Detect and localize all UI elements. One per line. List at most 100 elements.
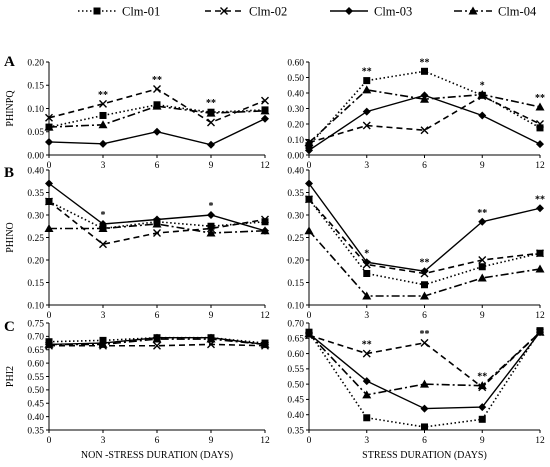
x-tick-label: 12 bbox=[535, 436, 545, 446]
x-tick-label: 0 bbox=[47, 311, 52, 321]
panel-b-stress: 0.100.150.200.250.300.350.400 3 6 9 12******… bbox=[287, 166, 545, 321]
series-clm-04 bbox=[44, 219, 270, 237]
series-line bbox=[308, 95, 541, 144]
panel-a-stress: 0.000.100.200.300.400.500.600 3 6 9 12******… bbox=[287, 57, 545, 171]
y-tick-label: 0.10 bbox=[287, 301, 304, 311]
series-clm-04 bbox=[44, 334, 270, 348]
data-point bbox=[421, 281, 428, 289]
data-point bbox=[362, 390, 372, 399]
significance-mark: ** bbox=[420, 329, 430, 340]
data-point bbox=[152, 219, 162, 228]
significance-mark: ** bbox=[98, 90, 108, 101]
panel-letter-b: B bbox=[4, 165, 14, 181]
legend-marker bbox=[220, 7, 228, 15]
data-point bbox=[99, 99, 107, 108]
y-tick-label: 0.60 bbox=[287, 58, 304, 68]
legend-label: Clm-01 bbox=[122, 5, 160, 19]
series-line bbox=[48, 103, 266, 128]
y-tick-label: 0.10 bbox=[27, 301, 44, 311]
data-point bbox=[304, 226, 314, 235]
panel-a-non-stress: 0.00 0.05 0.10 0.15 0.20 0 3 6 9 12 PHINPQ ** ** ** bbox=[5, 58, 270, 171]
legend-entry-clm-04: Clm-04 bbox=[454, 5, 537, 19]
data-point bbox=[362, 377, 371, 386]
data-point bbox=[536, 124, 544, 132]
data-point bbox=[305, 146, 313, 155]
x-tick-label: 3 bbox=[101, 161, 106, 171]
y-tick-label: 0.10 bbox=[27, 105, 44, 115]
series-clm-04 bbox=[304, 226, 545, 300]
x-tick-label: 0 bbox=[307, 436, 312, 446]
significance-mark: * bbox=[101, 210, 106, 221]
series-line bbox=[48, 200, 266, 230]
y-tick-label: 0.40 bbox=[287, 166, 304, 176]
series-clm-04 bbox=[304, 327, 545, 399]
significance-mark: ** bbox=[420, 57, 430, 68]
data-point bbox=[152, 334, 162, 343]
x-tick-label: 9 bbox=[209, 161, 214, 171]
data-point bbox=[362, 121, 371, 130]
data-point bbox=[206, 108, 216, 117]
data-point bbox=[260, 106, 270, 115]
x-axis-label: NON -STRESS DURATION (DAYS) bbox=[81, 450, 233, 461]
data-point bbox=[45, 137, 53, 146]
data-point bbox=[477, 273, 487, 282]
y-tick-label: 0.65 bbox=[27, 346, 44, 356]
data-point bbox=[536, 204, 544, 213]
x-tick-label: 6 bbox=[155, 161, 160, 171]
data-point bbox=[305, 179, 313, 188]
y-tick-label: 0.30 bbox=[27, 211, 44, 221]
y-tick-label: 0.60 bbox=[287, 350, 304, 360]
significance-mark: ** bbox=[206, 98, 216, 109]
y-tick-label: 0.45 bbox=[287, 396, 304, 406]
y-tick-label: 0.20 bbox=[27, 256, 44, 266]
data-point bbox=[304, 138, 314, 147]
data-point bbox=[477, 90, 487, 99]
y-tick-label: 0.15 bbox=[287, 279, 304, 289]
y-tick-label: 0.10 bbox=[287, 136, 304, 146]
y-axis-label: PHINPQ bbox=[5, 90, 16, 127]
data-point bbox=[45, 179, 53, 188]
y-tick-label: 0.70 bbox=[287, 319, 304, 329]
y-tick-label: 0.65 bbox=[287, 335, 304, 345]
y-axis-label: PHI2 bbox=[5, 366, 16, 387]
y-tick-label: 0.00 bbox=[287, 151, 304, 161]
y-tick-label: 0.40 bbox=[287, 89, 304, 99]
data-point bbox=[153, 229, 161, 237]
x-tick-label: 3 bbox=[364, 311, 369, 321]
panel-b-non-stress: 0.10 0.15 0.20 0.25 0.30 0.35 0.40 0 3 6 9 12 PHINO *… bbox=[5, 166, 270, 321]
y-tick-label: 0.40 bbox=[27, 413, 44, 423]
data-point bbox=[44, 122, 54, 131]
significance-mark: ** bbox=[535, 194, 545, 205]
data-point bbox=[421, 423, 428, 431]
significance-mark: ** bbox=[152, 75, 162, 86]
series-clm-02 bbox=[45, 84, 269, 127]
data-point bbox=[98, 120, 108, 129]
data-point bbox=[535, 102, 545, 111]
y-tick-label: 0.15 bbox=[27, 82, 44, 92]
y-tick-label: 0.20 bbox=[27, 58, 44, 68]
x-tick-label: 0 bbox=[307, 311, 312, 321]
data-point bbox=[477, 381, 487, 390]
y-tick-label: 0.55 bbox=[287, 365, 304, 375]
data-point bbox=[99, 111, 107, 119]
y-tick-label: 0.20 bbox=[287, 256, 304, 266]
data-point bbox=[207, 140, 215, 149]
legend-entry-clm-02: Clm-02 bbox=[205, 5, 287, 19]
significance-mark: ** bbox=[362, 340, 372, 351]
series-line bbox=[308, 330, 541, 428]
y-tick-label: 0.75 bbox=[27, 319, 44, 329]
y-tick-label: 0.55 bbox=[27, 373, 44, 383]
x-tick-label: 9 bbox=[480, 161, 485, 171]
data-point bbox=[478, 263, 486, 271]
panel-letter-a: A bbox=[4, 54, 15, 70]
panel-c-stress: 0.35 0.40 0.45 0.50 0.55 0.60 0.65 0.70 0 3 6 9 12 ST… bbox=[287, 319, 545, 461]
significance-mark: ** bbox=[420, 257, 430, 268]
x-tick-label: 3 bbox=[101, 436, 106, 446]
y-tick-label: 0.40 bbox=[287, 411, 304, 421]
y-axis-label: PHINO bbox=[5, 222, 16, 253]
data-point bbox=[153, 127, 161, 136]
x-tick-label: 12 bbox=[260, 161, 270, 171]
data-point bbox=[45, 113, 53, 122]
y-tick-label: 0.50 bbox=[287, 74, 304, 84]
